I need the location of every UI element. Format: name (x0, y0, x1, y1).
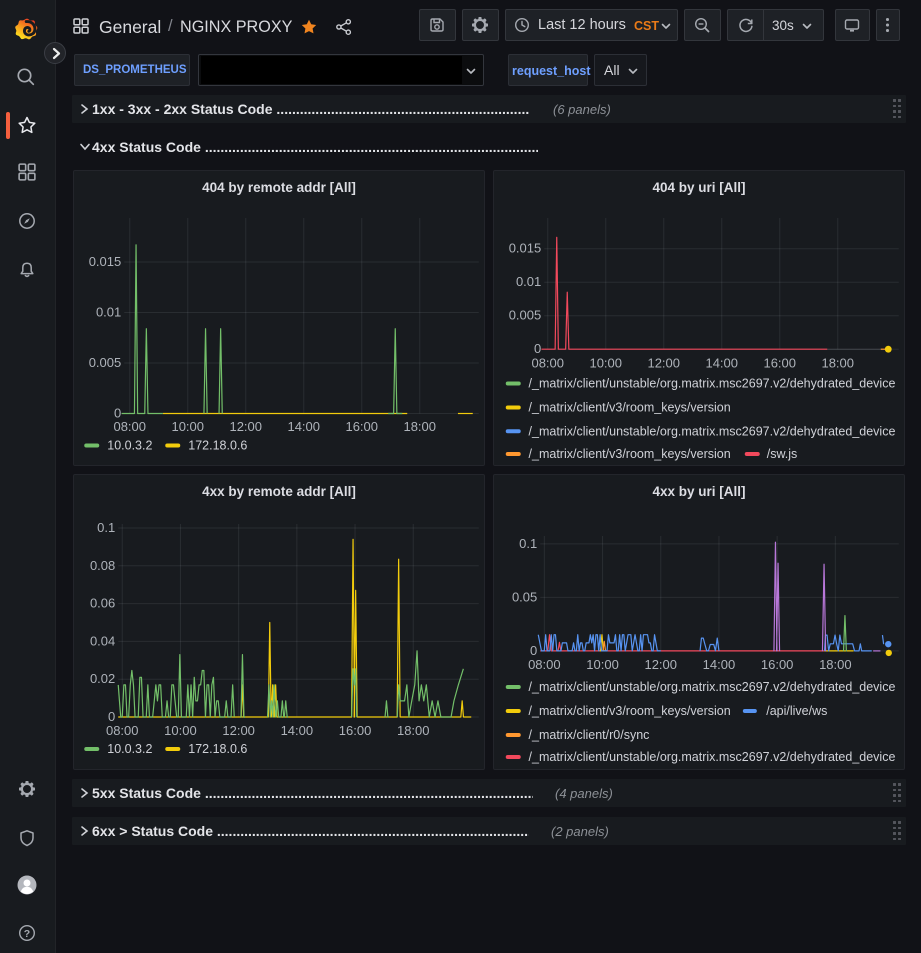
svg-text:0.01: 0.01 (96, 305, 121, 320)
svg-text:/_matrix/client/r0/sync: /_matrix/client/r0/sync (529, 728, 650, 742)
svg-text:18:00: 18:00 (821, 356, 854, 371)
svg-text:08:00: 08:00 (106, 723, 139, 738)
svg-text:16:00: 16:00 (339, 723, 372, 738)
svg-text:10:00: 10:00 (586, 657, 619, 672)
svg-text:0: 0 (530, 643, 537, 658)
svg-text:14:00: 14:00 (281, 723, 314, 738)
svg-text:12:00: 12:00 (647, 356, 680, 371)
svg-text:/_matrix/client/unstable/org.m: /_matrix/client/unstable/org.matrix.msc2… (529, 750, 896, 764)
svg-text:18:00: 18:00 (819, 657, 852, 672)
svg-text:16:00: 16:00 (345, 419, 378, 434)
svg-text:/_matrix/client/v3/room_keys/v: /_matrix/client/v3/room_keys/version (529, 401, 731, 415)
svg-text:0.08: 0.08 (90, 558, 115, 573)
svg-text:12:00: 12:00 (229, 419, 262, 434)
svg-text:/_matrix/client/unstable/org.m: /_matrix/client/unstable/org.matrix.msc2… (529, 377, 896, 391)
svg-text:0.1: 0.1 (97, 520, 115, 535)
svg-text:404 by uri [All]: 404 by uri [All] (652, 180, 745, 195)
svg-text:10:00: 10:00 (164, 723, 197, 738)
svg-text:404 by remote addr [All]: 404 by remote addr [All] (202, 180, 356, 195)
svg-text:0.04: 0.04 (90, 633, 115, 648)
svg-text:0.015: 0.015 (89, 254, 122, 269)
svg-text:18:00: 18:00 (397, 723, 430, 738)
svg-text:0.02: 0.02 (90, 671, 115, 686)
svg-text:4xx by remote addr [All]: 4xx by remote addr [All] (202, 484, 356, 499)
svg-text:4xx by uri [All]: 4xx by uri [All] (652, 484, 745, 499)
svg-text:12:00: 12:00 (222, 723, 255, 738)
svg-text:08:00: 08:00 (528, 657, 561, 672)
svg-text:14:00: 14:00 (287, 419, 320, 434)
svg-text:10:00: 10:00 (171, 419, 204, 434)
svg-text:0.005: 0.005 (89, 355, 122, 370)
svg-text:0.1: 0.1 (519, 536, 537, 551)
svg-text:12:00: 12:00 (644, 657, 677, 672)
svg-text:08:00: 08:00 (531, 356, 564, 371)
svg-text:/sw.js: /sw.js (767, 447, 798, 461)
svg-text:/_matrix/client/v3/room_keys/v: /_matrix/client/v3/room_keys/version (529, 704, 731, 718)
svg-text:0.005: 0.005 (509, 308, 542, 323)
svg-text:0.01: 0.01 (516, 274, 541, 289)
svg-text:18:00: 18:00 (403, 419, 436, 434)
svg-text:?: ? (24, 928, 30, 940)
svg-text:172.18.0.6: 172.18.0.6 (188, 439, 247, 453)
svg-text:10:00: 10:00 (589, 356, 622, 371)
svg-text:16:00: 16:00 (761, 657, 794, 672)
svg-text:/_matrix/client/v3/room_keys/v: /_matrix/client/v3/room_keys/version (529, 447, 731, 461)
svg-text:10.0.3.2: 10.0.3.2 (107, 742, 152, 756)
svg-text:/_matrix/client/unstable/org.m: /_matrix/client/unstable/org.matrix.msc2… (529, 424, 896, 438)
svg-text:0: 0 (534, 341, 541, 356)
svg-text:/_matrix/client/unstable/org.m: /_matrix/client/unstable/org.matrix.msc2… (529, 680, 896, 694)
svg-text:10.0.3.2: 10.0.3.2 (107, 439, 152, 453)
svg-text:0.015: 0.015 (509, 241, 542, 256)
svg-text:14:00: 14:00 (705, 356, 738, 371)
svg-text:172.18.0.6: 172.18.0.6 (188, 742, 247, 756)
svg-text:0.06: 0.06 (90, 596, 115, 611)
svg-text:08:00: 08:00 (113, 419, 146, 434)
svg-text:0.05: 0.05 (512, 589, 537, 604)
svg-text:0: 0 (108, 709, 115, 724)
svg-text:/api/live/ws: /api/live/ws (766, 704, 827, 718)
svg-text:0: 0 (114, 406, 121, 421)
svg-text:16:00: 16:00 (763, 356, 796, 371)
svg-text:14:00: 14:00 (703, 657, 736, 672)
